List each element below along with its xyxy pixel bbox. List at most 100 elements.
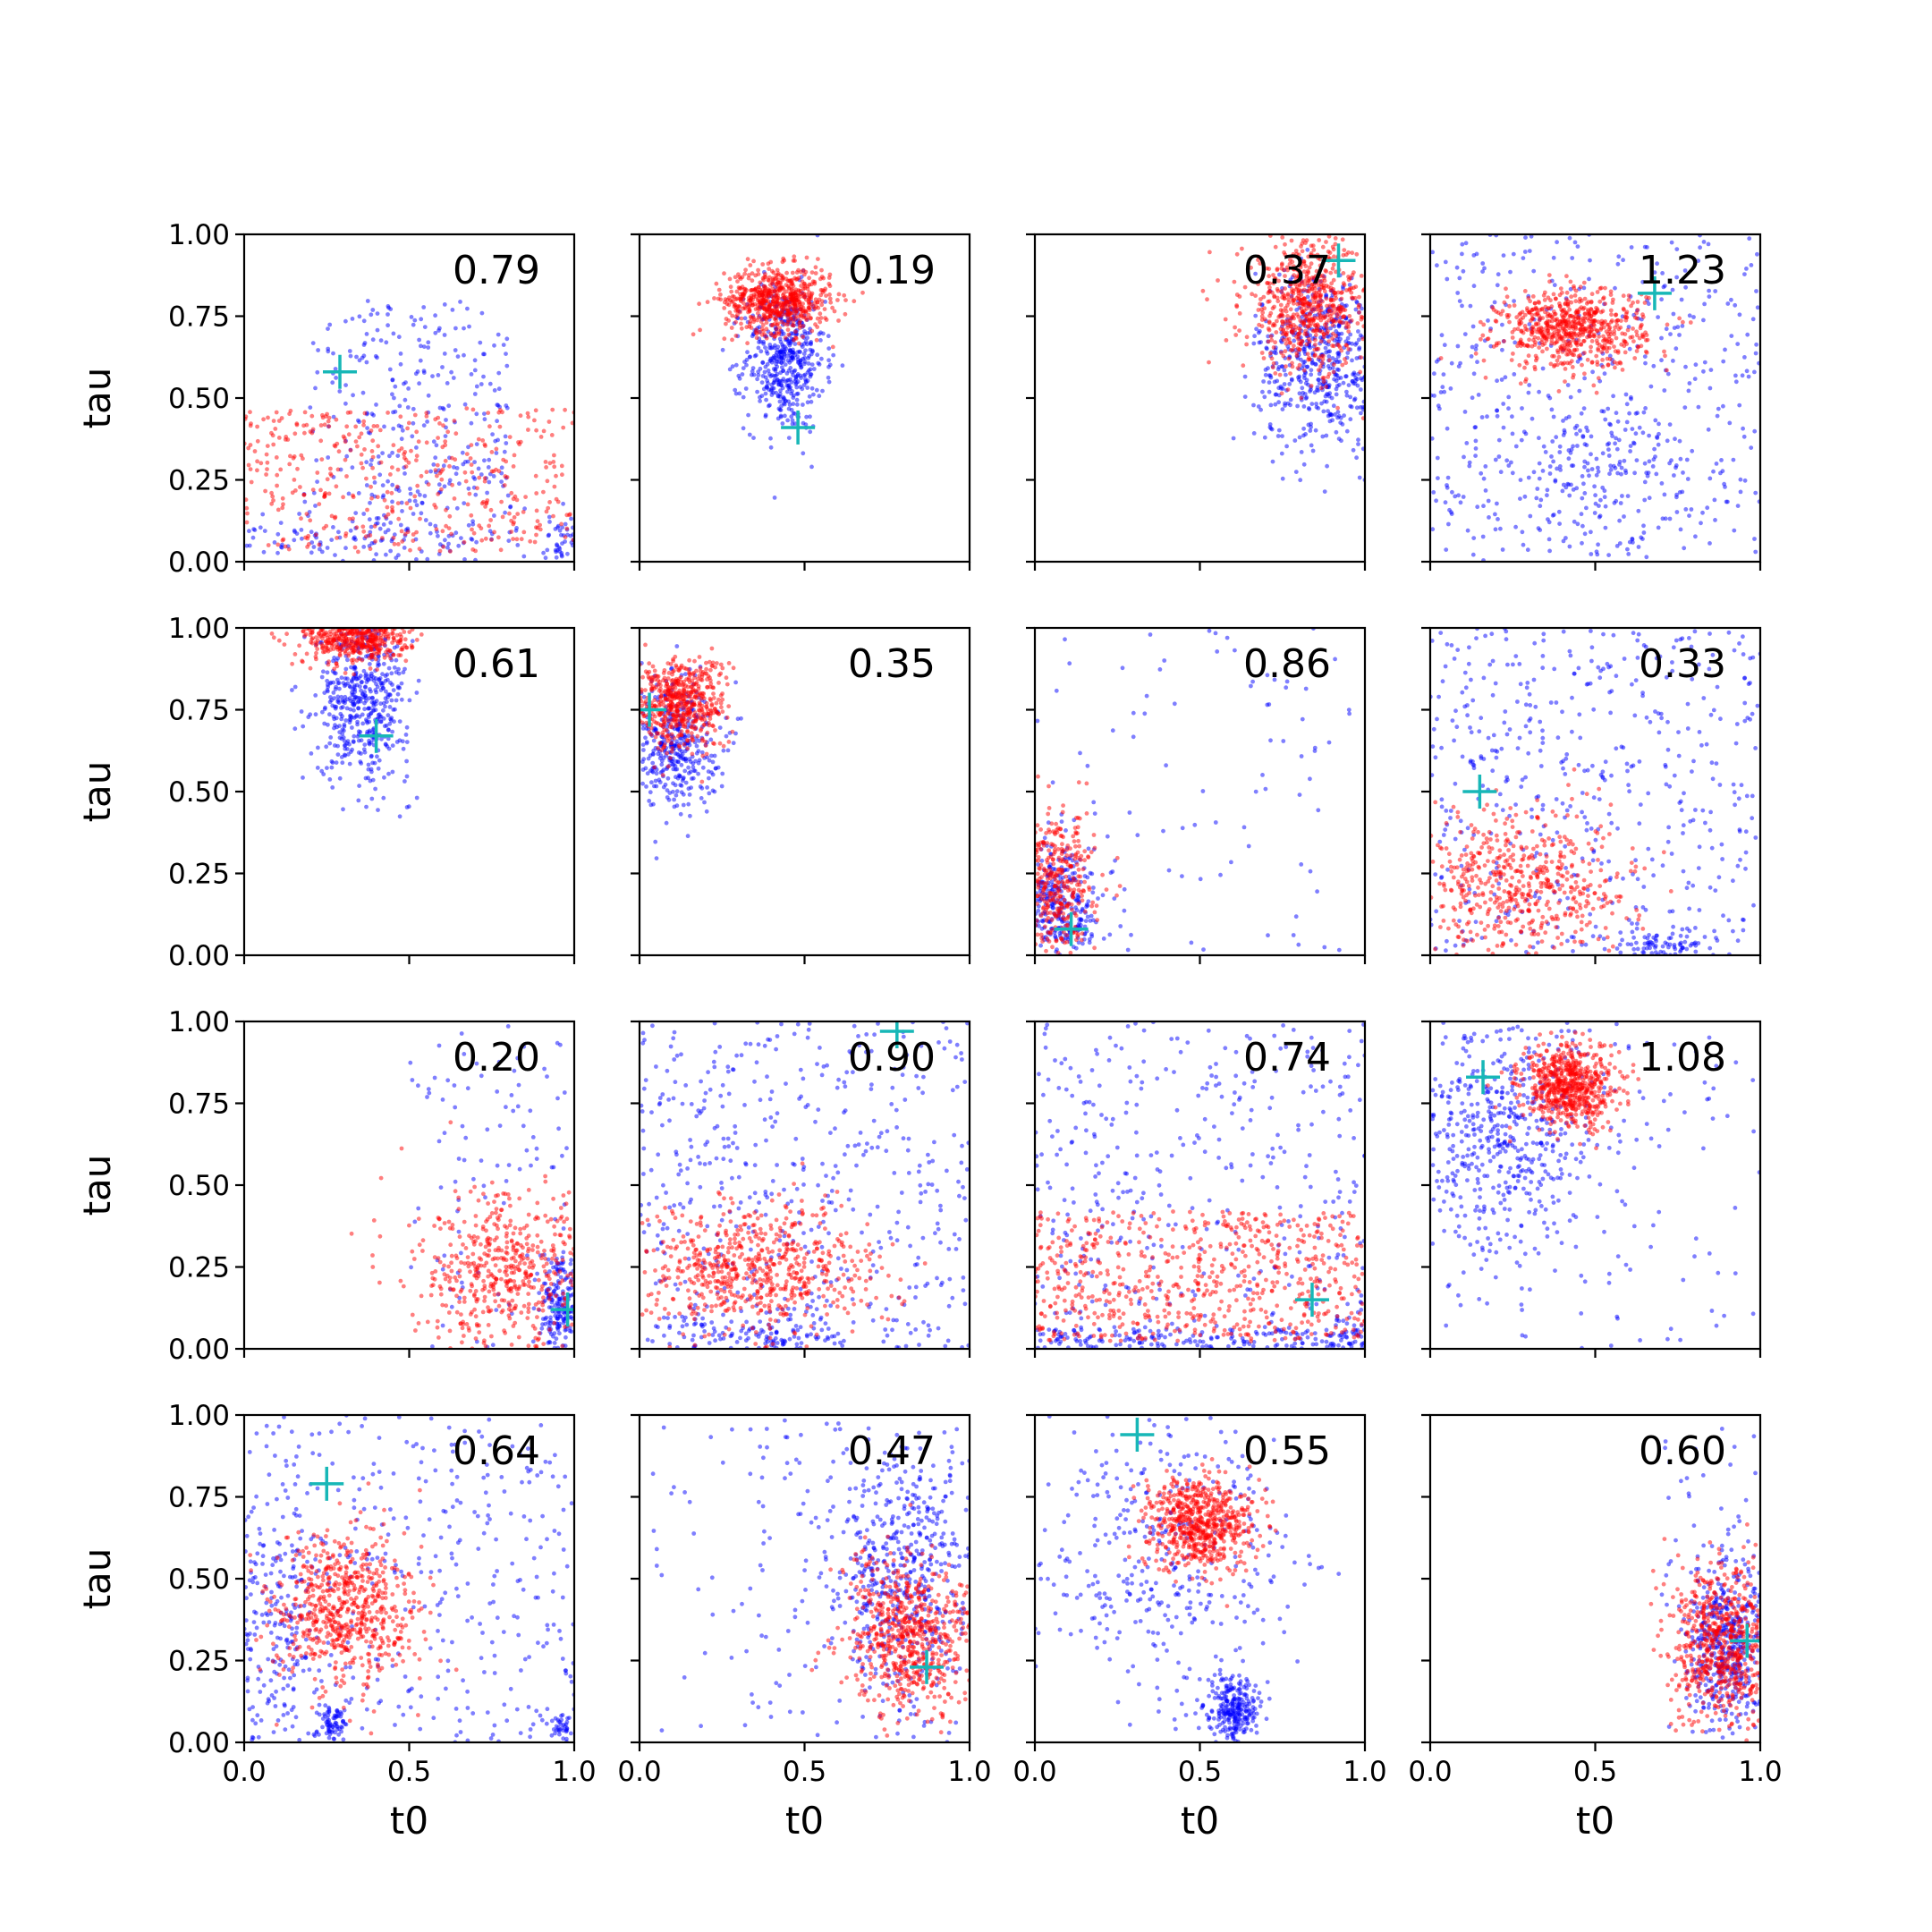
point-blue <box>1693 534 1698 539</box>
point-red <box>1527 337 1531 343</box>
point-red <box>1281 337 1286 343</box>
point-blue <box>397 719 402 724</box>
scatter-points <box>269 628 424 819</box>
point-blue <box>1461 495 1466 499</box>
point-red <box>734 289 740 294</box>
point-blue <box>1561 482 1566 487</box>
point-blue <box>1557 450 1563 454</box>
point-blue <box>313 504 318 508</box>
point-blue <box>1749 445 1754 450</box>
point-blue <box>1640 430 1646 436</box>
point-blue <box>805 335 809 341</box>
point-blue <box>774 352 779 358</box>
point-red <box>499 499 504 504</box>
point-red <box>1563 342 1568 347</box>
point-blue <box>422 494 428 498</box>
point-blue <box>1596 542 1600 547</box>
point-blue <box>1630 427 1635 431</box>
point-blue <box>247 529 251 534</box>
point-blue <box>1456 493 1461 498</box>
point-red <box>417 547 422 551</box>
point-blue <box>331 658 335 664</box>
point-red <box>783 335 788 340</box>
point-blue <box>1707 294 1712 299</box>
point-blue <box>1521 256 1526 260</box>
point-blue <box>364 804 369 809</box>
point-red <box>1250 292 1254 297</box>
point-red <box>1256 308 1261 312</box>
point-blue <box>1495 378 1499 384</box>
point-blue <box>1588 258 1592 263</box>
point-blue <box>1579 411 1584 416</box>
point-blue <box>1495 501 1499 506</box>
point-blue <box>1667 422 1673 427</box>
point-blue <box>1301 404 1307 409</box>
point-red <box>760 262 766 267</box>
point-blue <box>405 405 411 410</box>
point-blue <box>1335 367 1340 372</box>
point-blue <box>1498 470 1504 475</box>
point-red <box>385 504 390 510</box>
point-blue <box>763 391 768 396</box>
point-blue <box>361 318 367 324</box>
point-red <box>1318 263 1323 268</box>
point-red <box>1280 322 1285 327</box>
point-blue <box>1352 396 1358 402</box>
point-blue <box>793 374 799 379</box>
point-red <box>1306 301 1311 307</box>
point-blue <box>1504 458 1510 463</box>
point-red <box>1496 341 1502 345</box>
point-blue <box>1305 294 1310 300</box>
point-blue <box>1277 272 1282 277</box>
point-blue <box>1655 261 1659 267</box>
point-red <box>452 419 457 423</box>
point-blue <box>330 703 335 708</box>
point-blue <box>1611 394 1615 399</box>
point-red <box>248 423 253 428</box>
point-red <box>348 448 353 453</box>
point-red <box>1629 303 1633 309</box>
point-blue <box>340 714 344 719</box>
point-red <box>1298 326 1302 332</box>
point-red <box>826 275 832 280</box>
point-red <box>1325 312 1330 318</box>
point-red <box>1609 312 1614 318</box>
point-blue <box>1343 374 1349 379</box>
point-blue <box>299 528 304 532</box>
panel-value-label: 1.23 <box>1639 248 1726 293</box>
point-blue <box>1480 261 1486 266</box>
point-blue <box>1467 463 1472 469</box>
point-blue <box>433 523 438 529</box>
point-blue <box>767 403 771 409</box>
point-blue <box>1582 531 1588 537</box>
point-red <box>1244 342 1249 347</box>
point-red <box>552 464 557 470</box>
point-red <box>1358 369 1363 375</box>
point-blue <box>1273 402 1278 407</box>
point-red <box>1309 252 1314 258</box>
point-blue <box>392 645 397 650</box>
point-blue <box>1522 250 1528 254</box>
point-red <box>746 273 751 277</box>
point-red <box>1318 274 1323 279</box>
point-red <box>1303 241 1308 245</box>
point-blue <box>494 451 499 455</box>
point-red <box>545 479 550 484</box>
point-blue <box>441 407 446 411</box>
point-red <box>729 300 734 304</box>
point-blue <box>322 721 327 726</box>
point-blue <box>1655 436 1660 440</box>
point-red <box>1260 310 1266 315</box>
point-red <box>1592 323 1597 327</box>
point-red <box>1605 339 1610 344</box>
point-red <box>507 435 513 439</box>
point-blue <box>801 352 807 356</box>
point-red <box>1283 274 1287 278</box>
point-red <box>369 484 373 489</box>
point-red <box>1591 334 1596 338</box>
point-blue <box>1473 453 1478 458</box>
point-blue <box>313 712 318 717</box>
point-red <box>1256 254 1261 259</box>
point-blue <box>1718 470 1723 476</box>
point-blue <box>328 680 334 685</box>
